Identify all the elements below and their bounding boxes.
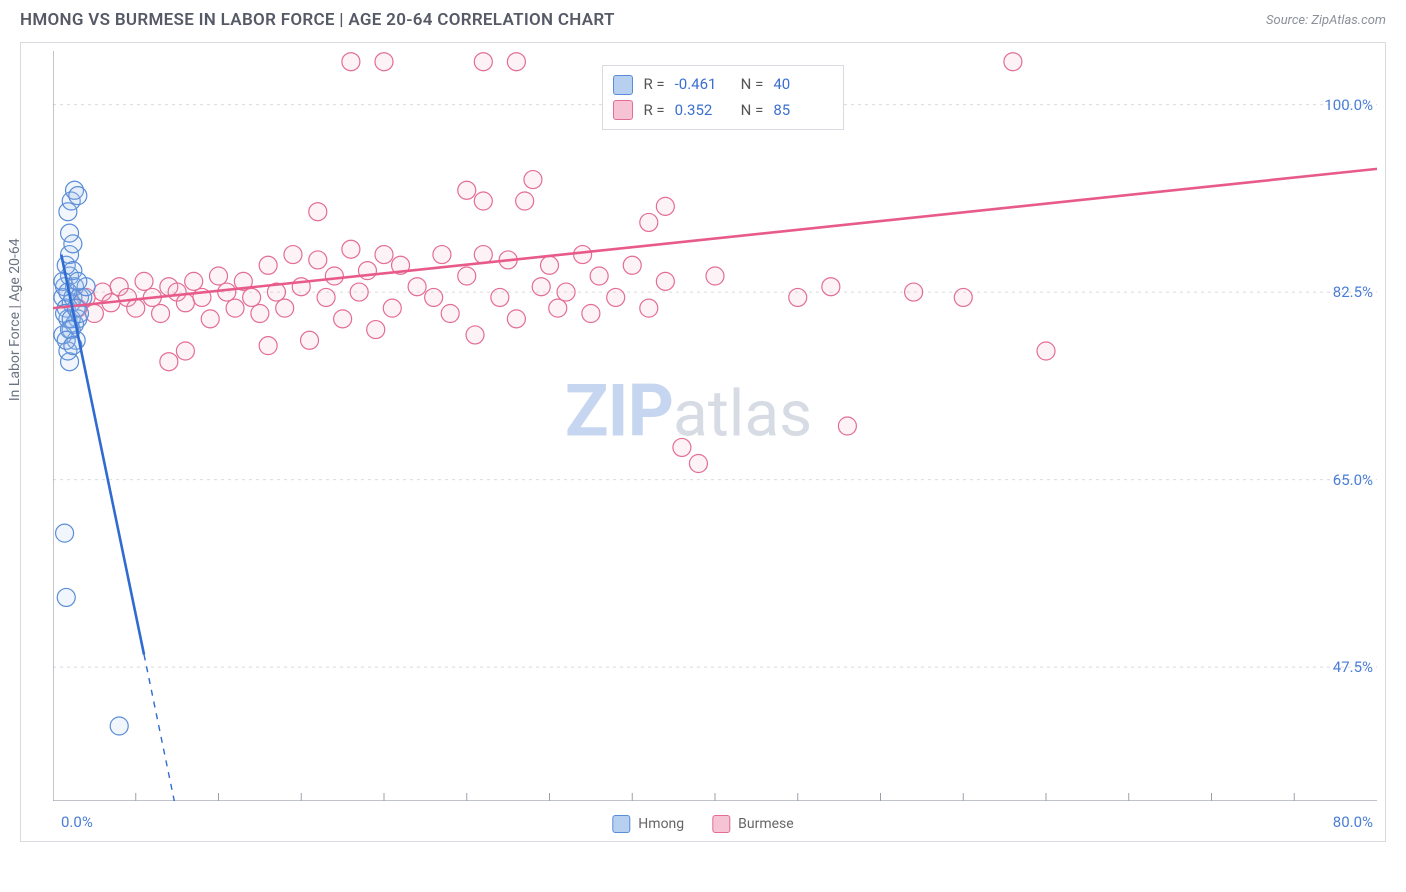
legend-label: Hmong	[638, 816, 684, 832]
scatter-plot-svg	[53, 51, 1377, 801]
source-attribution: Source: ZipAtlas.com	[1266, 13, 1386, 28]
y-tick-label: 65.0%	[1333, 471, 1373, 489]
y-tick-label: 47.5%	[1333, 658, 1373, 676]
chart-container: In Labor Force | Age 20-64 ZIPatlas R = …	[20, 42, 1386, 842]
hmong-swatch	[612, 815, 630, 833]
legend-label: Burmese	[738, 816, 794, 832]
r-value: -0.461	[675, 72, 731, 98]
n-value: 85	[773, 98, 829, 124]
statbox-row-hmong: R = -0.461 N = 40	[613, 72, 829, 98]
x-axis-max-label: 80.0%	[1333, 813, 1373, 831]
n-label: N =	[741, 98, 764, 124]
legend: Hmong Burmese	[612, 815, 793, 833]
n-label: N =	[741, 72, 764, 98]
plot-area: ZIPatlas R = -0.461 N = 40 R = 0.352 N =…	[53, 51, 1377, 801]
correlation-statbox: R = -0.461 N = 40 R = 0.352 N = 85	[602, 65, 844, 130]
hmong-swatch-icon	[613, 75, 633, 95]
statbox-row-burmese: R = 0.352 N = 85	[613, 98, 829, 124]
burmese-swatch	[712, 815, 730, 833]
r-label: R =	[643, 72, 664, 98]
legend-item-hmong: Hmong	[612, 815, 684, 833]
r-value: 0.352	[675, 98, 731, 124]
n-value: 40	[773, 72, 829, 98]
y-tick-label: 82.5%	[1333, 283, 1373, 301]
burmese-swatch-icon	[613, 100, 633, 120]
legend-item-burmese: Burmese	[712, 815, 794, 833]
y-tick-label: 100.0%	[1324, 96, 1373, 114]
y-axis-label: In Labor Force | Age 20-64	[7, 238, 23, 401]
r-label: R =	[643, 98, 664, 124]
x-axis-min-label: 0.0%	[61, 813, 93, 831]
chart-title: HMONG VS BURMESE IN LABOR FORCE | AGE 20…	[20, 10, 615, 30]
